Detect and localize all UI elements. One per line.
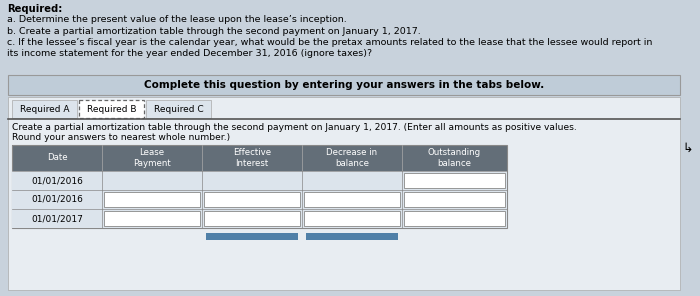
Text: Round your answers to nearest whole number.): Round your answers to nearest whole numb… bbox=[12, 133, 230, 142]
Text: Required:: Required: bbox=[7, 4, 62, 14]
FancyBboxPatch shape bbox=[104, 192, 200, 207]
Text: c. If the lessee’s fiscal year is the calendar year, what would be the pretax am: c. If the lessee’s fiscal year is the ca… bbox=[7, 38, 652, 47]
Text: Complete this question by entering your answers in the tabs below.: Complete this question by entering your … bbox=[144, 80, 544, 90]
FancyBboxPatch shape bbox=[8, 97, 680, 290]
FancyBboxPatch shape bbox=[206, 233, 298, 240]
FancyBboxPatch shape bbox=[404, 211, 505, 226]
Text: 01/01/2016: 01/01/2016 bbox=[31, 176, 83, 185]
FancyBboxPatch shape bbox=[12, 171, 507, 190]
FancyBboxPatch shape bbox=[304, 211, 400, 226]
FancyBboxPatch shape bbox=[404, 173, 505, 188]
Text: 01/01/2016: 01/01/2016 bbox=[31, 195, 83, 204]
Text: Required A: Required A bbox=[20, 104, 69, 113]
Text: Effective
Interest: Effective Interest bbox=[233, 148, 271, 168]
Text: its income statement for the year ended December 31, 2016 (ignore taxes)?: its income statement for the year ended … bbox=[7, 49, 372, 59]
Text: 01/01/2017: 01/01/2017 bbox=[31, 214, 83, 223]
FancyBboxPatch shape bbox=[204, 192, 300, 207]
Text: b. Create a partial amortization table through the second payment on January 1, : b. Create a partial amortization table t… bbox=[7, 27, 421, 36]
Text: Create a partial amortization table through the second payment on January 1, 201: Create a partial amortization table thro… bbox=[12, 123, 577, 132]
FancyBboxPatch shape bbox=[79, 100, 144, 118]
FancyBboxPatch shape bbox=[12, 100, 77, 118]
Text: Lease
Payment: Lease Payment bbox=[133, 148, 171, 168]
FancyBboxPatch shape bbox=[12, 145, 507, 171]
FancyBboxPatch shape bbox=[146, 100, 211, 118]
Text: a. Determine the present value of the lease upon the lease’s inception.: a. Determine the present value of the le… bbox=[7, 15, 346, 24]
Text: Outstanding
balance: Outstanding balance bbox=[428, 148, 481, 168]
FancyBboxPatch shape bbox=[12, 190, 507, 209]
FancyBboxPatch shape bbox=[204, 211, 300, 226]
FancyBboxPatch shape bbox=[404, 192, 505, 207]
Text: ↳: ↳ bbox=[682, 141, 693, 155]
FancyBboxPatch shape bbox=[8, 75, 680, 95]
Text: Decrease in
balance: Decrease in balance bbox=[326, 148, 377, 168]
Text: Required C: Required C bbox=[154, 104, 203, 113]
FancyBboxPatch shape bbox=[104, 211, 200, 226]
FancyBboxPatch shape bbox=[12, 209, 507, 228]
Text: Date: Date bbox=[47, 154, 67, 163]
FancyBboxPatch shape bbox=[304, 192, 400, 207]
FancyBboxPatch shape bbox=[306, 233, 398, 240]
Text: Required B: Required B bbox=[87, 104, 136, 113]
